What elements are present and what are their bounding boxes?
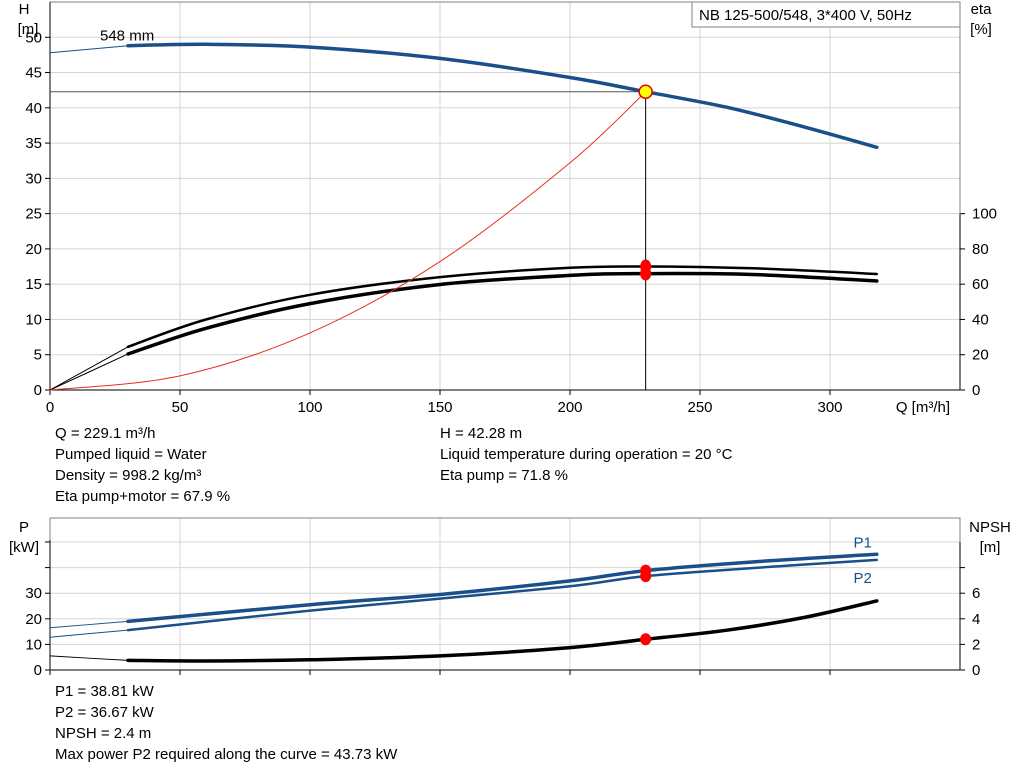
y-tick-label: 35 — [25, 135, 42, 152]
x-tick-label: 50 — [172, 399, 189, 416]
y-axis-unit: [m] — [18, 21, 39, 38]
eta-pump+motor-extrapolation — [49, 353, 129, 391]
p2-legend-label: P2 — [853, 570, 871, 587]
p-tick-label: 0 — [34, 662, 42, 679]
impeller-label: 548 mm — [100, 28, 154, 45]
eta-tick-label: 0 — [972, 382, 980, 399]
info-eta-pump-motor: Eta pump+motor = 67.9 % — [55, 488, 231, 505]
p-axis-unit: [kW] — [9, 539, 39, 556]
system-curve — [49, 91, 647, 391]
npsh-tick-label: 6 — [972, 585, 980, 602]
p2-curve — [126, 558, 879, 632]
power-info: P1 = 38.81 kW P2 = 36.67 kW NPSH = 2.4 m… — [55, 681, 397, 765]
info-head: H = 42.28 m — [440, 425, 523, 442]
eta-tick-label: 80 — [972, 241, 989, 258]
y-tick-label: 0 — [34, 382, 42, 399]
p-tick-label: 20 — [25, 611, 42, 628]
npsh-axis-unit: [m] — [980, 539, 1001, 556]
x-tick-label: 150 — [427, 399, 452, 416]
info-density: Density = 998.2 kg/m³ — [55, 467, 202, 484]
chart-title: NB 125-500/548, 3*400 V, 50Hz — [699, 7, 912, 24]
power-npsh-chart: 0 10 20 30 0 2 4 6 P [kW] NPSH [m] P1 P2 — [9, 517, 1011, 679]
eta-tick-label: 100 — [972, 206, 997, 223]
info-npsh: NPSH = 2.4 m — [55, 725, 152, 742]
eta-tick-label: 40 — [972, 311, 989, 328]
eta-pump-curve — [126, 265, 879, 349]
info-liquid: Pumped liquid = Water — [55, 446, 207, 463]
eta-pump+motor-curve — [126, 271, 879, 356]
operating-point — [638, 84, 653, 99]
x-axis-label: Q [m³/h] — [896, 399, 950, 416]
p-tick-label: 30 — [25, 585, 42, 602]
info-max-power: Max power P2 required along the curve = … — [55, 746, 398, 763]
operating-info-right: H = 42.28 m Liquid temperature during op… — [440, 423, 732, 486]
y-tick-label: 40 — [25, 100, 42, 117]
operating-info-left: Q = 229.1 m³/h Pumped liquid = Water Den… — [55, 423, 230, 507]
eta-tick-label: 20 — [972, 347, 989, 364]
p-tick-label: 10 — [25, 636, 42, 653]
npsh-tick-label: 0 — [972, 662, 980, 679]
p2-extrapolation — [49, 629, 129, 638]
p-axis-label: P — [19, 519, 29, 536]
x-tick-label: 100 — [297, 399, 322, 416]
head-extrapolation — [49, 45, 129, 54]
chart-title-box — [691, 1, 961, 28]
duty-marker — [640, 570, 652, 583]
duty-marker — [640, 633, 652, 646]
plot-frame — [49, 517, 961, 671]
eta-axis-label: eta — [971, 1, 993, 18]
npsh-curve — [126, 599, 879, 663]
eta-tick-label: 60 — [972, 276, 989, 293]
y-tick-label: 20 — [25, 241, 42, 258]
y-tick-label: 45 — [25, 65, 42, 82]
plot-frame — [49, 1, 961, 391]
eta-duty-marker — [640, 266, 652, 281]
eta-axis-unit: [%] — [970, 21, 992, 38]
head-efficiency-chart: 0 5 10 15 20 25 30 35 40 45 50 0 50 100 150 200 250 300 0 2… — [18, 1, 997, 416]
y-tick-label: 30 — [25, 170, 42, 187]
info-p1: P1 = 38.81 kW — [55, 683, 154, 700]
npsh-tick-label: 4 — [972, 611, 980, 628]
npsh-extrapolation — [49, 655, 129, 661]
y-tick-label: 5 — [34, 347, 42, 364]
p1-legend-label: P1 — [853, 534, 871, 551]
x-tick-label: 0 — [46, 399, 54, 416]
y-tick-label: 10 — [25, 311, 42, 328]
x-tick-label: 300 — [817, 399, 842, 416]
x-tick-label: 200 — [557, 399, 582, 416]
npsh-axis-label: NPSH — [969, 519, 1011, 536]
info-eta-pump: Eta pump = 71.8 % — [440, 467, 568, 484]
y-tick-label: 25 — [25, 206, 42, 223]
eta-pump-extrapolation — [49, 346, 129, 391]
info-flow: Q = 229.1 m³/h — [55, 425, 156, 442]
p1-extrapolation — [49, 620, 129, 629]
y-tick-label: 50 — [25, 29, 42, 46]
head-curve — [126, 42, 879, 150]
p1-curve — [126, 552, 879, 624]
info-p2: P2 = 36.67 kW — [55, 704, 154, 721]
y-tick-label: 15 — [25, 276, 42, 293]
npsh-tick-label: 2 — [972, 636, 980, 653]
info-temperature: Liquid temperature during operation = 20… — [440, 446, 733, 463]
x-tick-label: 250 — [687, 399, 712, 416]
y-axis-label: H — [19, 1, 30, 18]
